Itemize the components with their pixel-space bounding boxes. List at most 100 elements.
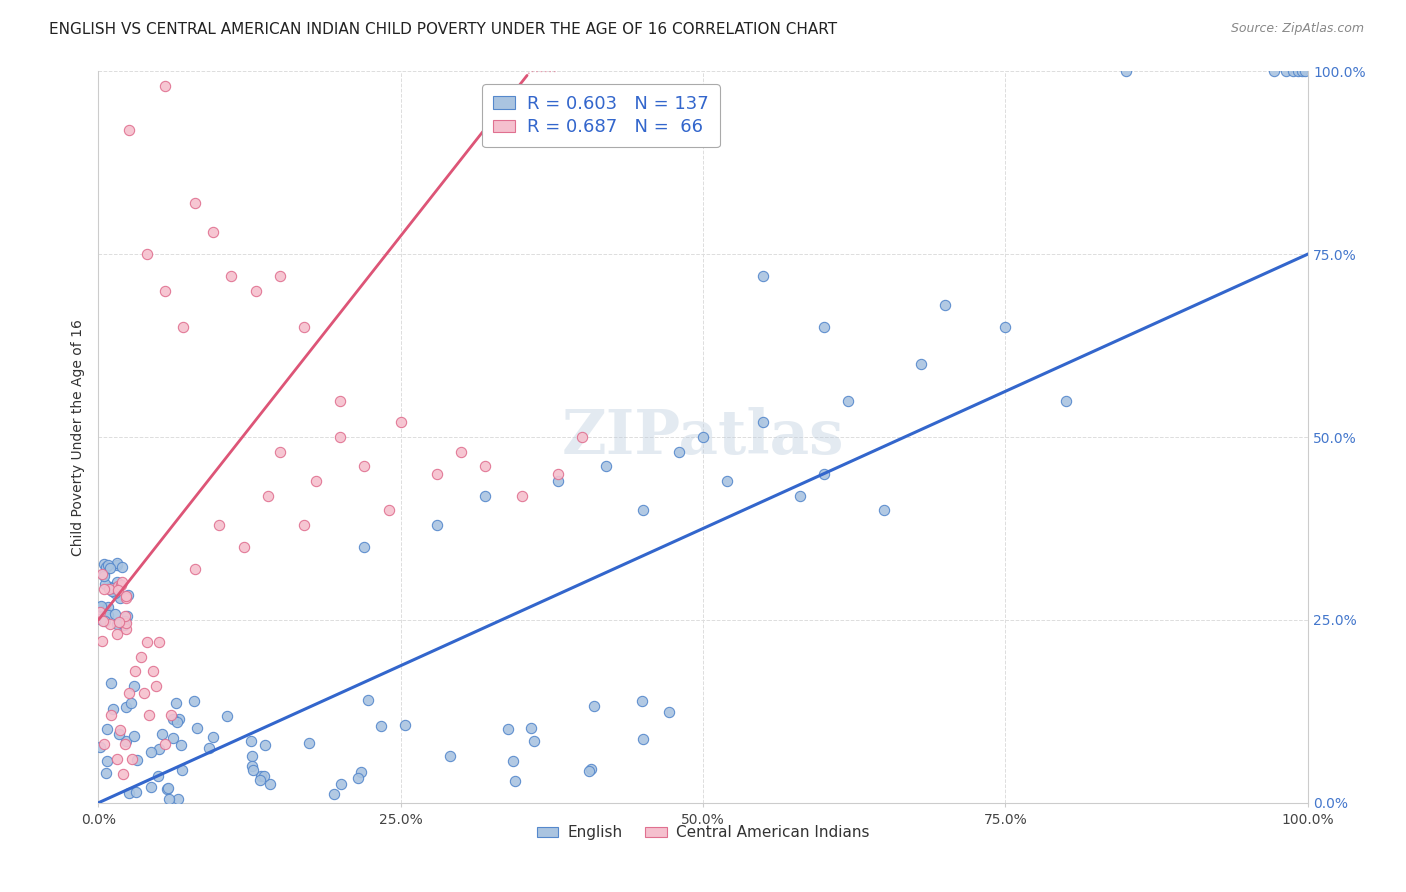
Point [94, 576, 117, 591]
Y-axis label: Child Poverty Under the Age of 16: Child Poverty Under the Age of 16 [72, 318, 86, 556]
Point [474, 459, 496, 474]
Point [658, 705, 681, 719]
Point [114, 589, 136, 603]
Point [153, 737, 176, 751]
Point [357, 692, 380, 706]
Point [994, 320, 1017, 334]
Point [1294, 64, 1316, 78]
Point [150, 727, 173, 741]
Point [139, 745, 162, 759]
Point [240, 734, 263, 748]
Point [579, 762, 602, 776]
Point [162, 731, 184, 745]
Point [1282, 64, 1305, 78]
Point [98, 561, 121, 575]
Point [668, 444, 690, 458]
Point [426, 467, 449, 481]
Point [1275, 64, 1298, 78]
Point [135, 635, 157, 649]
Point [298, 736, 321, 750]
Point [153, 284, 176, 298]
Point [752, 416, 775, 430]
Text: Source: ZipAtlas.com: Source: ZipAtlas.com [1230, 22, 1364, 36]
Point [523, 734, 546, 748]
Point [114, 737, 136, 751]
Legend: English, Central American Indians: English, Central American Indians [530, 819, 876, 847]
Point [101, 702, 124, 716]
Point [329, 777, 352, 791]
Point [595, 459, 617, 474]
Point [394, 717, 416, 731]
Point [198, 741, 221, 756]
Point [377, 503, 399, 517]
Point [242, 763, 264, 777]
Point [269, 269, 291, 284]
Point [111, 766, 134, 780]
Point [873, 503, 896, 517]
Point [184, 562, 207, 576]
Point [166, 792, 188, 806]
Point [118, 123, 141, 137]
Point [240, 759, 263, 773]
Point [578, 764, 600, 778]
Point [97, 608, 120, 623]
Point [120, 696, 142, 710]
Point [125, 753, 148, 767]
Point [347, 771, 370, 785]
Point [91, 566, 114, 581]
Point [322, 787, 344, 801]
Point [111, 559, 134, 574]
Point [370, 719, 392, 733]
Point [94, 560, 117, 574]
Point [114, 614, 136, 628]
Point [202, 225, 225, 239]
Point [117, 588, 139, 602]
Point [631, 503, 654, 517]
Point [232, 540, 254, 554]
Point [186, 721, 208, 735]
Point [167, 712, 190, 726]
Point [100, 708, 122, 723]
Point [94, 615, 117, 629]
Point [813, 467, 835, 481]
Point [138, 708, 160, 723]
Point [98, 616, 121, 631]
Point [104, 586, 127, 600]
Point [89, 605, 111, 619]
Point [105, 752, 128, 766]
Point [245, 284, 267, 298]
Point [215, 709, 238, 723]
Point [1263, 64, 1285, 78]
Point [121, 752, 143, 766]
Point [631, 694, 654, 708]
Point [157, 791, 180, 805]
Point [105, 575, 128, 590]
Point [115, 609, 138, 624]
Point [93, 567, 115, 582]
Point [221, 269, 243, 284]
Point [141, 780, 163, 794]
Point [94, 603, 117, 617]
Point [156, 781, 179, 796]
Point [496, 723, 519, 737]
Point [97, 558, 120, 573]
Point [105, 627, 128, 641]
Point [93, 557, 115, 571]
Point [162, 712, 184, 726]
Point [107, 579, 129, 593]
Point [253, 769, 276, 783]
Point [172, 320, 194, 334]
Point [94, 765, 117, 780]
Point [114, 591, 136, 605]
Point [547, 474, 569, 488]
Point [353, 540, 375, 554]
Point [101, 584, 124, 599]
Point [439, 748, 461, 763]
Point [329, 393, 352, 408]
Point [153, 78, 176, 93]
Point [253, 738, 276, 752]
Point [96, 722, 118, 736]
Point [305, 474, 328, 488]
Point [105, 558, 128, 572]
Point [350, 765, 373, 780]
